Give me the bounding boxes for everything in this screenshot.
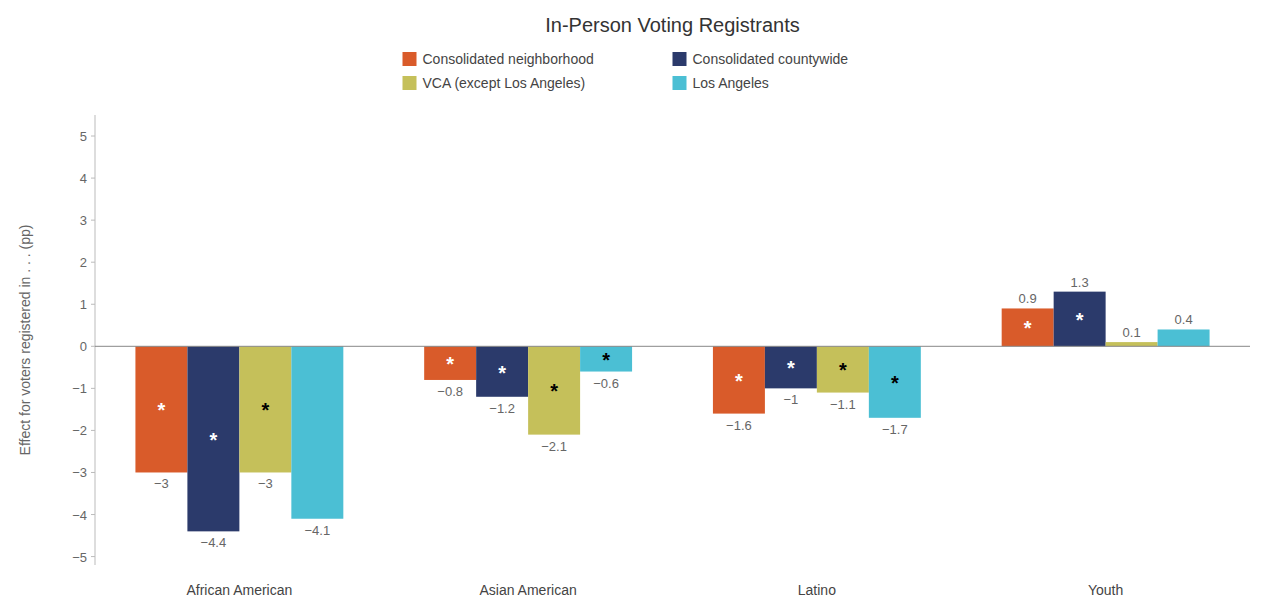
legend: Consolidated neighborhood Consolidated co… xyxy=(403,51,849,91)
y-tick-label: 3 xyxy=(80,213,87,228)
y-axis-line xyxy=(95,115,96,565)
bar xyxy=(476,346,528,396)
star: * xyxy=(839,359,847,381)
star: * xyxy=(891,372,899,394)
value-label: 0.1 xyxy=(1123,325,1141,340)
y-tick-label: 4 xyxy=(80,171,87,186)
bar xyxy=(239,346,291,472)
bar xyxy=(135,346,187,472)
y-tick-label: 0 xyxy=(80,339,87,354)
title: In-Person Voting Registrants xyxy=(545,14,800,36)
star: * xyxy=(787,357,795,379)
value-label: −1.2 xyxy=(489,401,515,416)
y-tick xyxy=(91,556,95,557)
y-tick-label: −3 xyxy=(72,465,87,480)
bar xyxy=(817,346,869,392)
legend-label: Consolidated neighborhood xyxy=(423,51,594,67)
y-tick-label: 1 xyxy=(80,297,87,312)
value-label: −4.1 xyxy=(305,523,331,538)
bars xyxy=(135,292,1209,532)
star: * xyxy=(158,399,166,421)
star: * xyxy=(446,353,454,375)
bar xyxy=(1106,342,1158,346)
bar xyxy=(713,346,765,413)
y-tick xyxy=(91,262,95,263)
x-tick-label: Youth xyxy=(1088,582,1123,598)
star: * xyxy=(1024,317,1032,339)
star: * xyxy=(1076,309,1084,331)
value-label: 1.3 xyxy=(1071,275,1089,290)
value-label: −0.6 xyxy=(593,376,619,391)
value-label: −2.1 xyxy=(541,439,567,454)
y-tick xyxy=(91,388,95,389)
y-tick-label: −5 xyxy=(72,550,87,565)
bar xyxy=(580,346,632,371)
value-label: −0.8 xyxy=(437,384,463,399)
value-label: −1 xyxy=(783,392,798,407)
y-tick xyxy=(91,136,95,137)
chart: In-Person Voting Registrants Consolidated… xyxy=(0,0,1280,610)
legend-swatch xyxy=(403,52,417,66)
y-tick-label: −1 xyxy=(72,381,87,396)
value-label: −1.7 xyxy=(882,422,908,437)
bar xyxy=(765,346,817,388)
legend-swatch xyxy=(673,76,687,90)
y-tick-label: −4 xyxy=(72,508,87,523)
legend-label: Consolidated countywide xyxy=(693,51,849,67)
y-tick xyxy=(91,430,95,431)
zero-line xyxy=(95,346,1250,347)
x-tick-label: African American xyxy=(186,582,292,598)
value-label: −3 xyxy=(154,476,169,491)
star: * xyxy=(261,399,269,421)
y-axis-label: Effect for voters registered in . . . (p… xyxy=(17,225,33,456)
star: * xyxy=(209,429,217,451)
value-label: −1.6 xyxy=(726,418,752,433)
value-label: −3 xyxy=(258,476,273,491)
legend-swatch xyxy=(403,76,417,90)
legend-label: VCA (except Los Angeles) xyxy=(423,75,586,91)
y-tick xyxy=(91,472,95,473)
bar xyxy=(1002,308,1054,346)
bar xyxy=(528,346,580,434)
value-label: −4.4 xyxy=(201,535,227,550)
x-tick-label: Asian American xyxy=(479,582,576,598)
bar xyxy=(1158,329,1210,346)
star: * xyxy=(735,370,743,392)
y-tick-label: −2 xyxy=(72,423,87,438)
y-tick xyxy=(91,220,95,221)
bar xyxy=(424,346,476,380)
value-label: 0.4 xyxy=(1175,312,1193,327)
y-tick-label: 5 xyxy=(80,129,87,144)
legend-swatch xyxy=(673,52,687,66)
x-tick-label: Latino xyxy=(798,582,836,598)
y-tick xyxy=(91,178,95,179)
y-tick-label: 2 xyxy=(80,255,87,270)
bar xyxy=(1054,292,1106,347)
y-tick xyxy=(91,304,95,305)
star: * xyxy=(550,380,558,402)
legend-label: Los Angeles xyxy=(693,75,769,91)
star: * xyxy=(498,362,506,384)
star: * xyxy=(602,349,610,371)
value-label: −1.1 xyxy=(830,397,856,412)
bar xyxy=(291,346,343,518)
labels: −3 * −0.8 * −1.6 * 0.9 * −4.4 * −1.2 * −1 * 1.3 * −3 * −2.… xyxy=(154,275,1193,551)
value-label: 0.9 xyxy=(1019,291,1037,306)
y-tick xyxy=(91,514,95,515)
bar xyxy=(187,346,239,531)
bar xyxy=(869,346,921,417)
y-tick xyxy=(91,346,95,347)
